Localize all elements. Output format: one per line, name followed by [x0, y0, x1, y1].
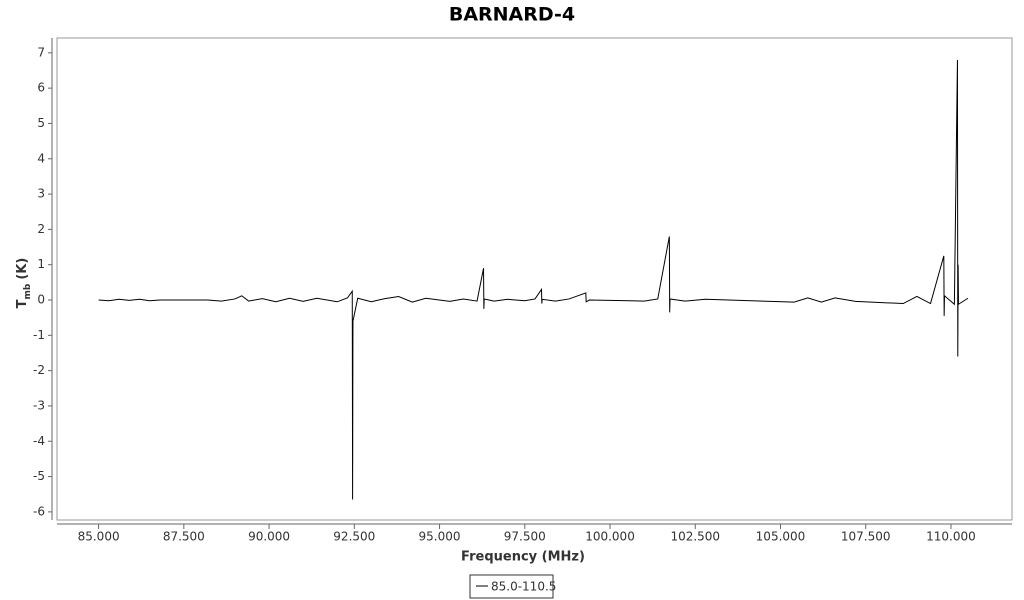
- x-tick-label: 95.000: [419, 530, 461, 544]
- plot-frame: [56, 37, 1013, 521]
- y-tick-label: -1: [33, 328, 45, 342]
- x-tick-label: 107.500: [841, 530, 891, 544]
- x-axis-title: Frequency (MHz): [461, 550, 585, 565]
- y-title-sub: mb: [23, 283, 33, 299]
- y-title-main: T: [15, 299, 30, 308]
- x-tick-label: 85.000: [78, 530, 120, 544]
- y-axis-title: Tmb (K): [15, 258, 33, 309]
- chart-title: BARNARD-4: [449, 4, 575, 26]
- y-tick-label: -4: [33, 434, 45, 448]
- y-tick-label: -5: [33, 469, 45, 483]
- x-tick-label: 92.500: [333, 530, 375, 544]
- x-tick-label: 100.000: [585, 530, 635, 544]
- x-tick-label: 97.500: [504, 530, 546, 544]
- y-title-unit: (K): [15, 258, 30, 280]
- y-tick-label: -6: [33, 504, 45, 518]
- x-tick-label: 90.000: [248, 530, 290, 544]
- x-tick-label: 102.500: [670, 530, 720, 544]
- y-tick-label: 4: [37, 151, 45, 165]
- line-series: [98, 59, 969, 500]
- y-tick-label: 1: [37, 257, 45, 271]
- x-tick-label: 105.000: [756, 530, 806, 544]
- x-tick-label: 87.500: [163, 530, 205, 544]
- y-tick-label: 7: [37, 45, 45, 59]
- y-tick-label: 6: [37, 81, 45, 95]
- y-tick-label: 3: [37, 187, 45, 201]
- y-tick-label: -3: [33, 398, 45, 412]
- legend-label: 85.0-110.5: [491, 580, 556, 594]
- legend-box: [469, 574, 554, 599]
- y-tick-label: 0: [37, 293, 45, 307]
- y-tick-label: 2: [37, 222, 45, 236]
- y-tick-label: 5: [37, 116, 45, 130]
- y-tick-label: -2: [33, 363, 45, 377]
- x-tick-label: 110.000: [926, 530, 976, 544]
